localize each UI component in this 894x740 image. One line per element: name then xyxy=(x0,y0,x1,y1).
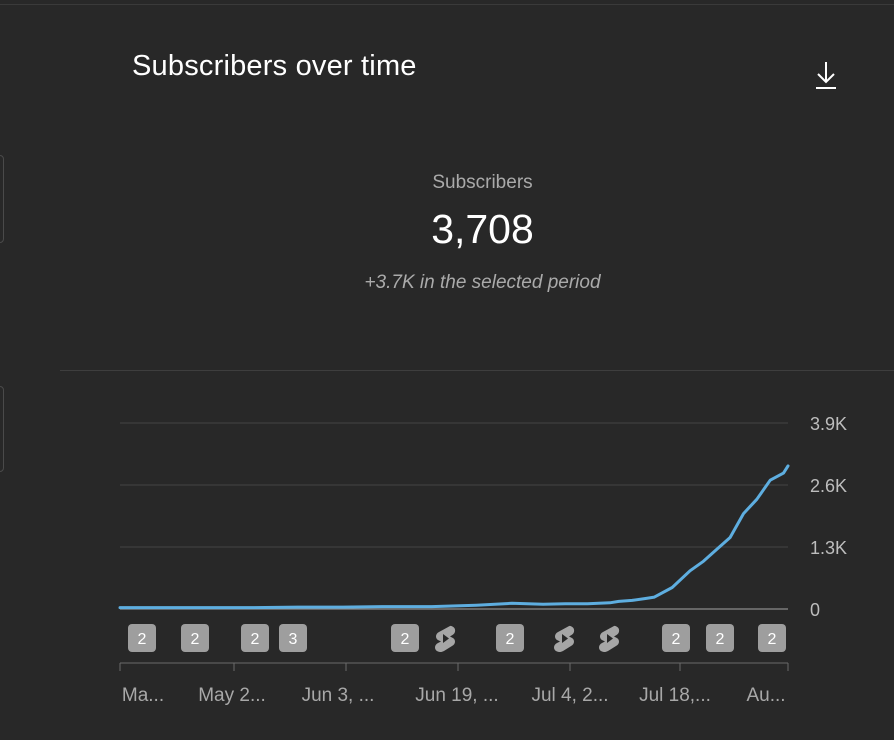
shorts-icon[interactable] xyxy=(554,625,575,653)
metric-change: +3.7K in the selected period xyxy=(364,272,601,293)
metric-value: 3,708 xyxy=(431,206,534,252)
video-count-label: 2 xyxy=(251,631,260,648)
video-count-marker xyxy=(391,624,419,652)
top-border xyxy=(0,4,894,5)
shorts-icon[interactable] xyxy=(599,625,620,653)
metric-label: Subscribers xyxy=(432,172,533,193)
video-count-label: 2 xyxy=(716,631,725,648)
y-tick-label: 2.6K xyxy=(810,476,847,496)
shorts-icon[interactable] xyxy=(435,625,456,653)
subscribers-line-chart[interactable]: 3.9K 2.6K 1.3K 0 2 2 2 3 2 2 2 2 2 Ma... May 2... Jun 3… xyxy=(0,380,894,740)
video-count-label: 2 xyxy=(401,631,410,648)
x-tick-label: Au... xyxy=(746,685,785,706)
video-count-marker xyxy=(241,624,269,652)
x-tick-label: Ma... xyxy=(122,685,164,706)
y-tick-label: 1.3K xyxy=(810,538,847,558)
download-icon[interactable] xyxy=(812,58,840,92)
x-tick-label: May 2... xyxy=(198,685,266,706)
y-tick-label: 3.9K xyxy=(810,414,847,434)
x-tick-label: Jul 18,... xyxy=(639,685,711,706)
video-count-label: 2 xyxy=(506,631,515,648)
video-count-marker xyxy=(181,624,209,652)
video-count-label: 2 xyxy=(768,631,777,648)
section-divider xyxy=(60,370,894,371)
x-tick-label: Jul 4, 2... xyxy=(531,685,608,706)
x-tick-label: Jun 19, ... xyxy=(415,685,498,706)
video-count-label: 2 xyxy=(138,631,147,648)
video-count-label: 3 xyxy=(289,631,298,648)
card-title: Subscribers over time xyxy=(132,50,417,82)
x-tick-label: Jun 3, ... xyxy=(302,685,375,706)
video-count-label: 2 xyxy=(191,631,200,648)
y-tick-label: 0 xyxy=(810,600,820,620)
video-count-marker xyxy=(279,624,307,652)
video-count-marker xyxy=(662,624,690,652)
video-count-label: 2 xyxy=(672,631,681,648)
series-line[interactable] xyxy=(118,464,790,610)
video-count-marker xyxy=(128,624,156,652)
video-count-marker xyxy=(496,624,524,652)
video-count-marker xyxy=(706,624,734,652)
video-count-marker xyxy=(758,624,786,652)
